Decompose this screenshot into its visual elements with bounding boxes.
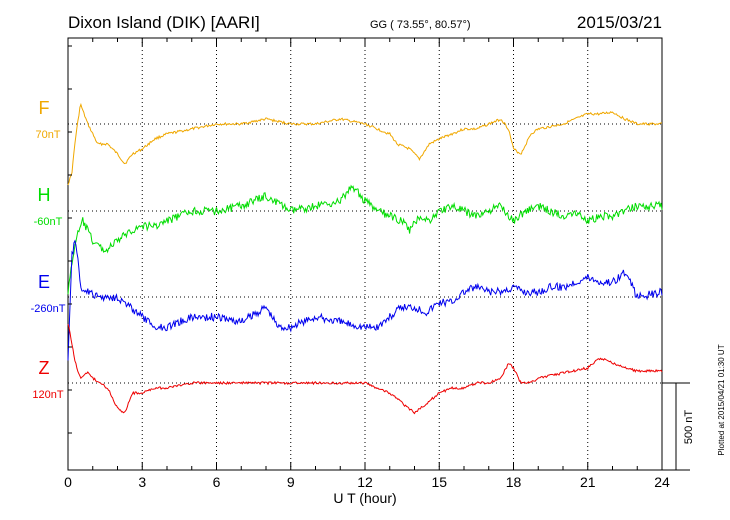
series-lines bbox=[67, 102, 663, 415]
scale-bar-label: 500 nT bbox=[683, 410, 695, 445]
series-name-f: F bbox=[39, 98, 50, 118]
series-labels: F 70nT H -60nT E -260nT Z 120nT bbox=[31, 98, 66, 401]
series-baseline-e: -260nT bbox=[31, 303, 66, 315]
scale-bar: 500 nT bbox=[662, 382, 695, 471]
x-tick-label: 3 bbox=[138, 474, 146, 490]
x-tick-label: 12 bbox=[357, 474, 373, 490]
x-axis-label: U T (hour) bbox=[333, 490, 396, 506]
grid bbox=[68, 38, 662, 470]
series-line-z bbox=[67, 324, 663, 415]
chart-title: Dixon Island (DIK) [AARI] bbox=[68, 13, 260, 32]
series-baseline-f: 70nT bbox=[35, 129, 60, 141]
x-tick-label: 0 bbox=[64, 474, 72, 490]
series-line-e bbox=[67, 239, 663, 361]
plotted-timestamp: Plotted at 2015/04/21 01:30 UT bbox=[717, 344, 726, 455]
series-baseline-h: -60nT bbox=[34, 216, 63, 228]
x-tick-label: 21 bbox=[580, 474, 596, 490]
series-baseline-z: 120nT bbox=[32, 389, 63, 401]
x-tick-label: 9 bbox=[287, 474, 295, 490]
series-line-h bbox=[67, 184, 663, 295]
series-line-f bbox=[67, 102, 662, 186]
series-name-z: Z bbox=[39, 358, 50, 378]
series-name-e: E bbox=[38, 272, 50, 292]
x-tick-label: 15 bbox=[431, 474, 447, 490]
chart-date: 2015/03/21 bbox=[577, 13, 662, 32]
series-name-h: H bbox=[38, 185, 51, 205]
station-coordinates: GG ( 73.55°, 80.57°) bbox=[370, 19, 471, 31]
x-axis: 0 3 6 9 12 15 18 21 24 bbox=[64, 38, 670, 490]
x-tick-label: 24 bbox=[654, 474, 670, 490]
x-tick-label: 6 bbox=[213, 474, 221, 490]
x-tick-label: 18 bbox=[506, 474, 522, 490]
